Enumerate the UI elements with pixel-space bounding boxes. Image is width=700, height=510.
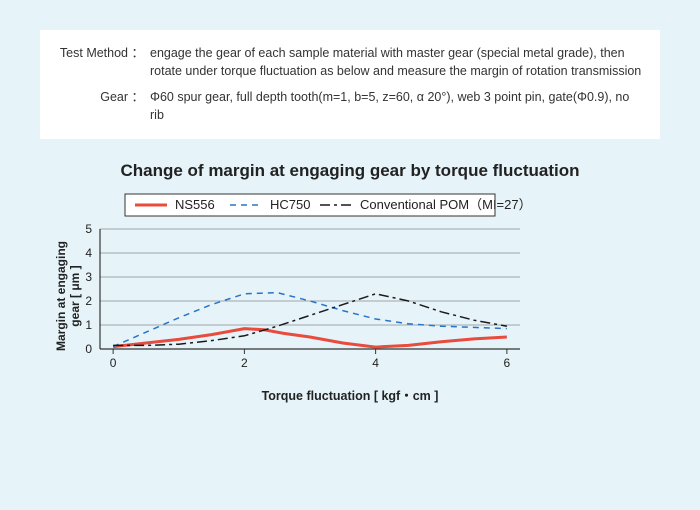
test-method-text: engage the gear of each sample material … — [150, 44, 642, 80]
legend-label: Conventional POM（MI=27） — [360, 197, 530, 212]
y-tick-label: 0 — [85, 342, 92, 356]
chart-wrap: Margin at engaging gear [ μm ] 012345024… — [70, 189, 630, 404]
y-axis-label: Margin at engaging gear [ μm ] — [54, 206, 82, 386]
y-tick-label: 4 — [85, 246, 92, 260]
gear-label: Gear ： — [58, 88, 150, 124]
series-line — [113, 328, 507, 346]
test-method-label: Test Method ： — [58, 44, 150, 80]
y-tick-label: 5 — [85, 222, 92, 236]
legend-label: NS556 — [175, 197, 215, 212]
y-tick-label: 1 — [85, 318, 92, 332]
legend-label: HC750 — [270, 197, 310, 212]
y-tick-label: 2 — [85, 294, 92, 308]
x-tick-label: 6 — [504, 356, 511, 370]
x-tick-label: 4 — [372, 356, 379, 370]
info-box: Test Method ： engage the gear of each sa… — [40, 30, 660, 139]
line-chart: 0 1 2 3 4 5 0 2 4 6 NS556 HC750 Conventional POM（MI=… — [70, 189, 530, 379]
x-tick-label: 2 — [241, 356, 248, 370]
y-tick-label: 3 — [85, 270, 92, 284]
x-tick-label: 0 — [110, 356, 117, 370]
x-axis-label: Torque fluctuation [ kgf・cm ] — [70, 385, 630, 404]
gear-text: Φ60 spur gear, full depth tooth(m=1, b=5… — [150, 88, 642, 124]
page-container: Test Method ： engage the gear of each sa… — [0, 0, 700, 510]
chart-title: Change of margin at engaging gear by tor… — [40, 161, 660, 181]
test-method-row: Test Method ： engage the gear of each sa… — [58, 44, 642, 80]
gear-row: Gear ： Φ60 spur gear, full depth tooth(m… — [58, 88, 642, 124]
